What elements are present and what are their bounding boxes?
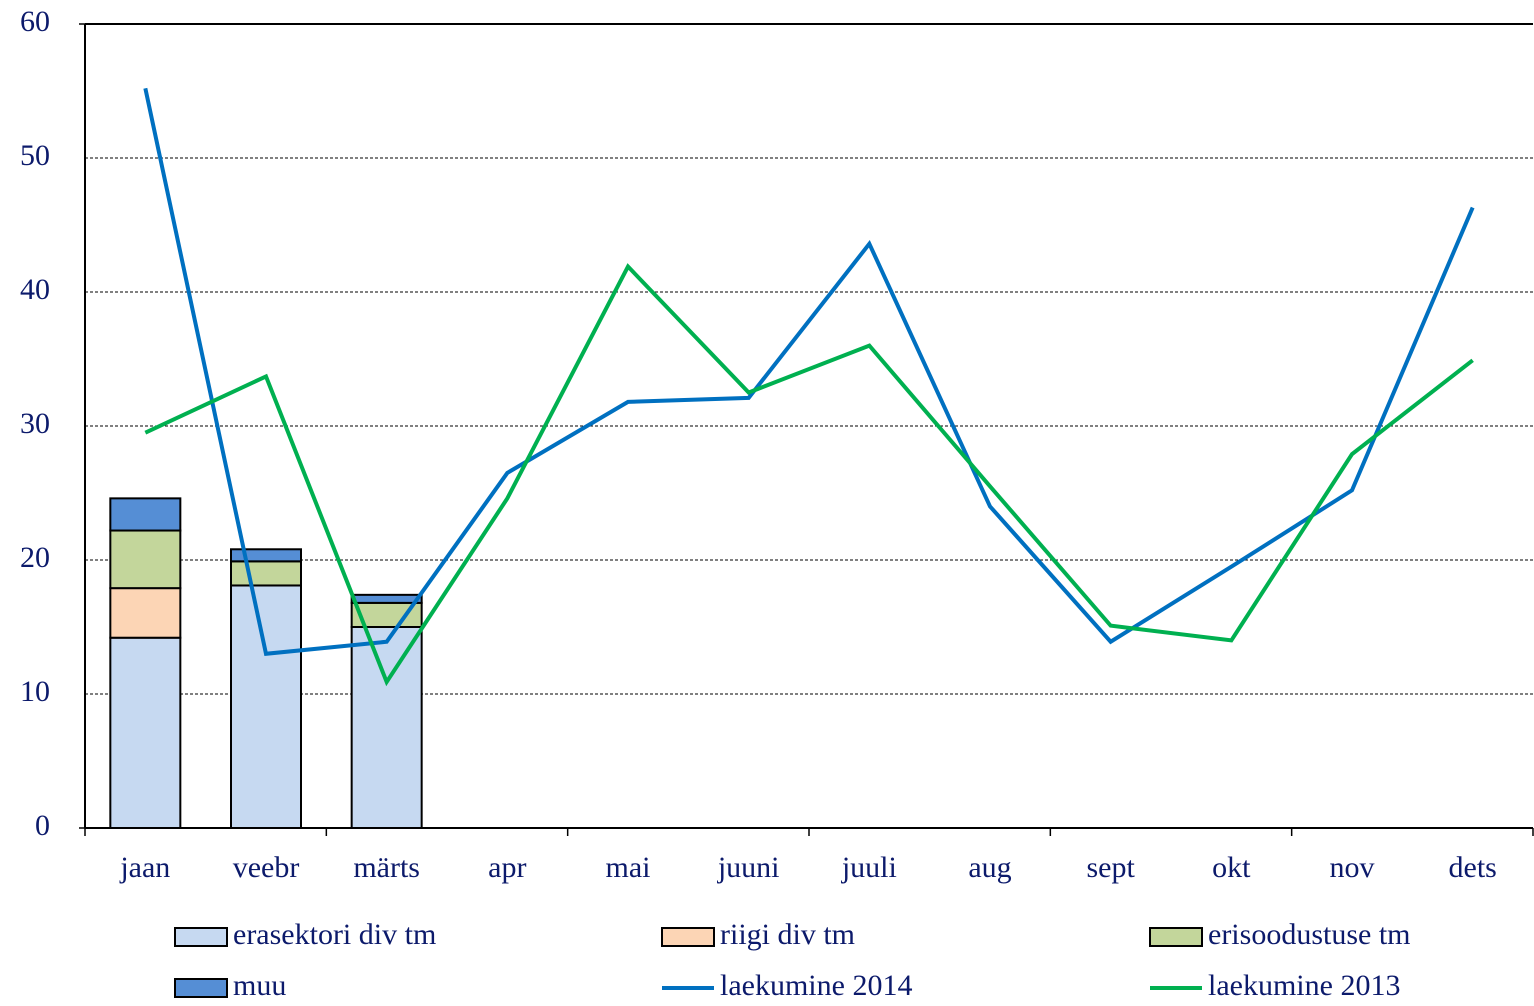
y-tick-label: 40 — [20, 273, 50, 306]
bar-segment — [109, 636, 182, 829]
bar-segment — [350, 593, 423, 604]
x-tick-label: okt — [1212, 851, 1251, 884]
bar-segment — [109, 587, 182, 639]
legend-swatch — [174, 978, 228, 998]
bar-segment — [230, 560, 302, 587]
legend-swatch — [661, 927, 715, 947]
x-tick-label: märts — [353, 851, 420, 884]
x-tick-label: jaan — [119, 851, 170, 884]
legend-label: erisoodustuse tm — [1208, 918, 1411, 951]
line — [144, 263, 1474, 687]
bar-segment — [230, 584, 302, 830]
legend-label: riigi div tm — [720, 918, 855, 951]
x-tick-label: mai — [606, 851, 651, 884]
legend-swatch — [174, 927, 228, 947]
y-tick-label: 10 — [20, 675, 50, 708]
x-tick-label: aug — [968, 851, 1011, 884]
x-tick-label: juuni — [717, 851, 780, 884]
x-tick-label: apr — [488, 851, 526, 884]
line — [143, 87, 1475, 656]
legend-label: laekumine 2013 — [1208, 969, 1400, 1002]
y-tick-label: 50 — [20, 139, 50, 172]
x-tick-label: dets — [1449, 851, 1497, 884]
x-tick-label: veebr — [233, 851, 300, 884]
y-tick-label: 0 — [35, 809, 50, 842]
legend-label: laekumine 2014 — [720, 969, 912, 1002]
legend-label: erasektori div tm — [233, 918, 436, 951]
bar-segment — [109, 497, 182, 532]
x-tick-label: sept — [1087, 851, 1136, 884]
bar-segment — [230, 548, 302, 563]
legend-swatch — [1149, 927, 1203, 947]
bar-segment — [109, 529, 182, 590]
x-tick-label: juuli — [841, 851, 897, 884]
y-tick-label: 30 — [20, 407, 50, 440]
legend-label: muu — [233, 969, 286, 1002]
bar-segment — [350, 626, 423, 829]
y-tick-label: 20 — [20, 541, 50, 574]
y-tick-label: 60 — [20, 5, 50, 38]
x-tick-label: nov — [1330, 851, 1375, 884]
